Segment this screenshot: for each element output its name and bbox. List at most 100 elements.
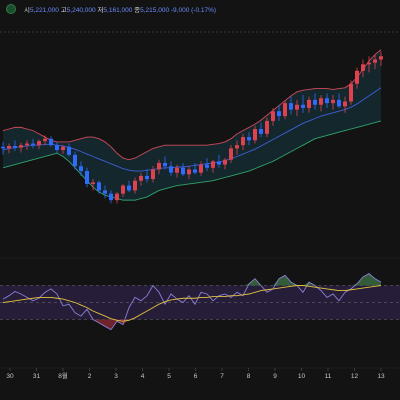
down-candle <box>97 182 101 191</box>
x-tick-label: 5 <box>167 373 171 380</box>
rsi-oversold-fill <box>105 319 111 330</box>
down-candle <box>103 190 107 194</box>
up-candle <box>319 98 323 105</box>
high-value: 5,240,000 <box>66 7 96 14</box>
down-candle <box>127 185 131 191</box>
down-candle <box>31 143 35 146</box>
low-label: 저 <box>97 7 104 14</box>
rsi-overbought-fill <box>243 283 249 286</box>
change-value: -9,000 (-0.17%) <box>170 7 217 14</box>
up-candle <box>271 111 275 121</box>
down-candle <box>247 137 251 141</box>
down-candle <box>217 161 221 165</box>
ohlc-text: 시5,221,000 고5,240,000 저5,161,000 종5,215,… <box>24 4 216 14</box>
down-candle <box>277 111 281 117</box>
up-candle <box>151 169 155 180</box>
up-candle <box>379 56 383 60</box>
up-candle <box>25 143 29 146</box>
down-candle <box>49 138 53 146</box>
up-candle <box>43 138 47 142</box>
x-tick-label: 8 <box>247 373 251 380</box>
up-candle <box>283 103 287 117</box>
x-tick-label: 2 <box>88 373 92 380</box>
ohlc-legend: 시5,221,000 고5,240,000 저5,161,000 종5,215,… <box>0 0 400 18</box>
x-tick-label: 30 <box>6 373 14 380</box>
rsi-oversold-fill <box>99 319 105 327</box>
x-tick-label: 8월 <box>58 371 68 380</box>
bollinger-middle-line <box>2 87 382 172</box>
x-tick-label: 6 <box>194 373 198 380</box>
up-candle <box>133 180 137 191</box>
up-candle <box>199 164 203 173</box>
bollinger-band-fill <box>3 49 381 201</box>
status-dot-icon[interactable] <box>6 4 16 14</box>
down-candle <box>259 129 263 134</box>
rsi-signal-line <box>2 285 382 322</box>
up-candle <box>253 129 257 141</box>
up-candle <box>37 141 41 146</box>
down-candle <box>193 169 197 173</box>
low-value: 5,161,000 <box>103 7 133 14</box>
x-tick-label: 11 <box>325 373 332 380</box>
up-candle <box>361 64 365 71</box>
up-candle <box>373 59 377 63</box>
down-candle <box>181 167 185 175</box>
x-tick-label: 9 <box>273 373 277 380</box>
up-candle <box>307 99 311 108</box>
bollinger-upper-line <box>2 49 382 161</box>
x-tick-label: 10 <box>298 373 306 380</box>
rsi-overbought-fill <box>285 275 291 286</box>
bollinger-lower-line <box>2 120 382 201</box>
down-candle <box>109 193 113 201</box>
down-candle <box>79 166 83 172</box>
x-tick-label: 12 <box>351 373 359 380</box>
x-tick-label: 13 <box>377 373 385 380</box>
close-value: 5,215,000 <box>140 7 170 14</box>
up-candle <box>331 99 335 104</box>
down-candle <box>205 164 209 168</box>
high-label: 고 <box>60 7 67 14</box>
down-candle <box>73 154 77 167</box>
up-candle <box>19 145 23 148</box>
up-candle <box>61 146 65 151</box>
down-candle <box>85 171 89 184</box>
down-candle <box>325 98 329 104</box>
up-candle <box>241 137 245 146</box>
up-candle <box>223 159 227 165</box>
up-candle <box>211 161 215 168</box>
up-candle <box>235 145 239 149</box>
down-candle <box>313 99 317 105</box>
down-candle <box>67 146 71 155</box>
up-candle <box>343 101 347 107</box>
up-candle <box>139 175 143 181</box>
down-candle <box>55 145 59 151</box>
up-candle <box>355 70 359 84</box>
rsi-overbought-fill <box>279 275 285 286</box>
up-candle <box>91 182 95 184</box>
down-candle <box>1 146 5 149</box>
up-candle <box>295 104 299 110</box>
down-candle <box>289 103 293 110</box>
x-tick-label: 31 <box>33 373 41 380</box>
up-candle <box>349 83 353 102</box>
up-candle <box>175 167 179 173</box>
down-candle <box>13 145 17 148</box>
up-candle <box>367 62 371 65</box>
down-candle <box>169 166 173 173</box>
open-value: 5,221,000 <box>29 7 59 14</box>
open-label: 시 <box>24 7 30 14</box>
down-candle <box>163 162 167 167</box>
rsi-overbought-fill <box>375 278 381 286</box>
up-candle <box>265 120 269 134</box>
rsi-overbought-fill <box>369 273 375 286</box>
up-candle <box>187 169 191 175</box>
down-candle <box>145 175 149 180</box>
close-label: 종 <box>134 7 141 14</box>
down-candle <box>337 99 341 107</box>
x-tick-label: 7 <box>220 373 224 380</box>
x-tick-label: 3 <box>114 373 118 380</box>
x-tick-label: 4 <box>141 373 145 380</box>
up-candle <box>157 162 161 170</box>
